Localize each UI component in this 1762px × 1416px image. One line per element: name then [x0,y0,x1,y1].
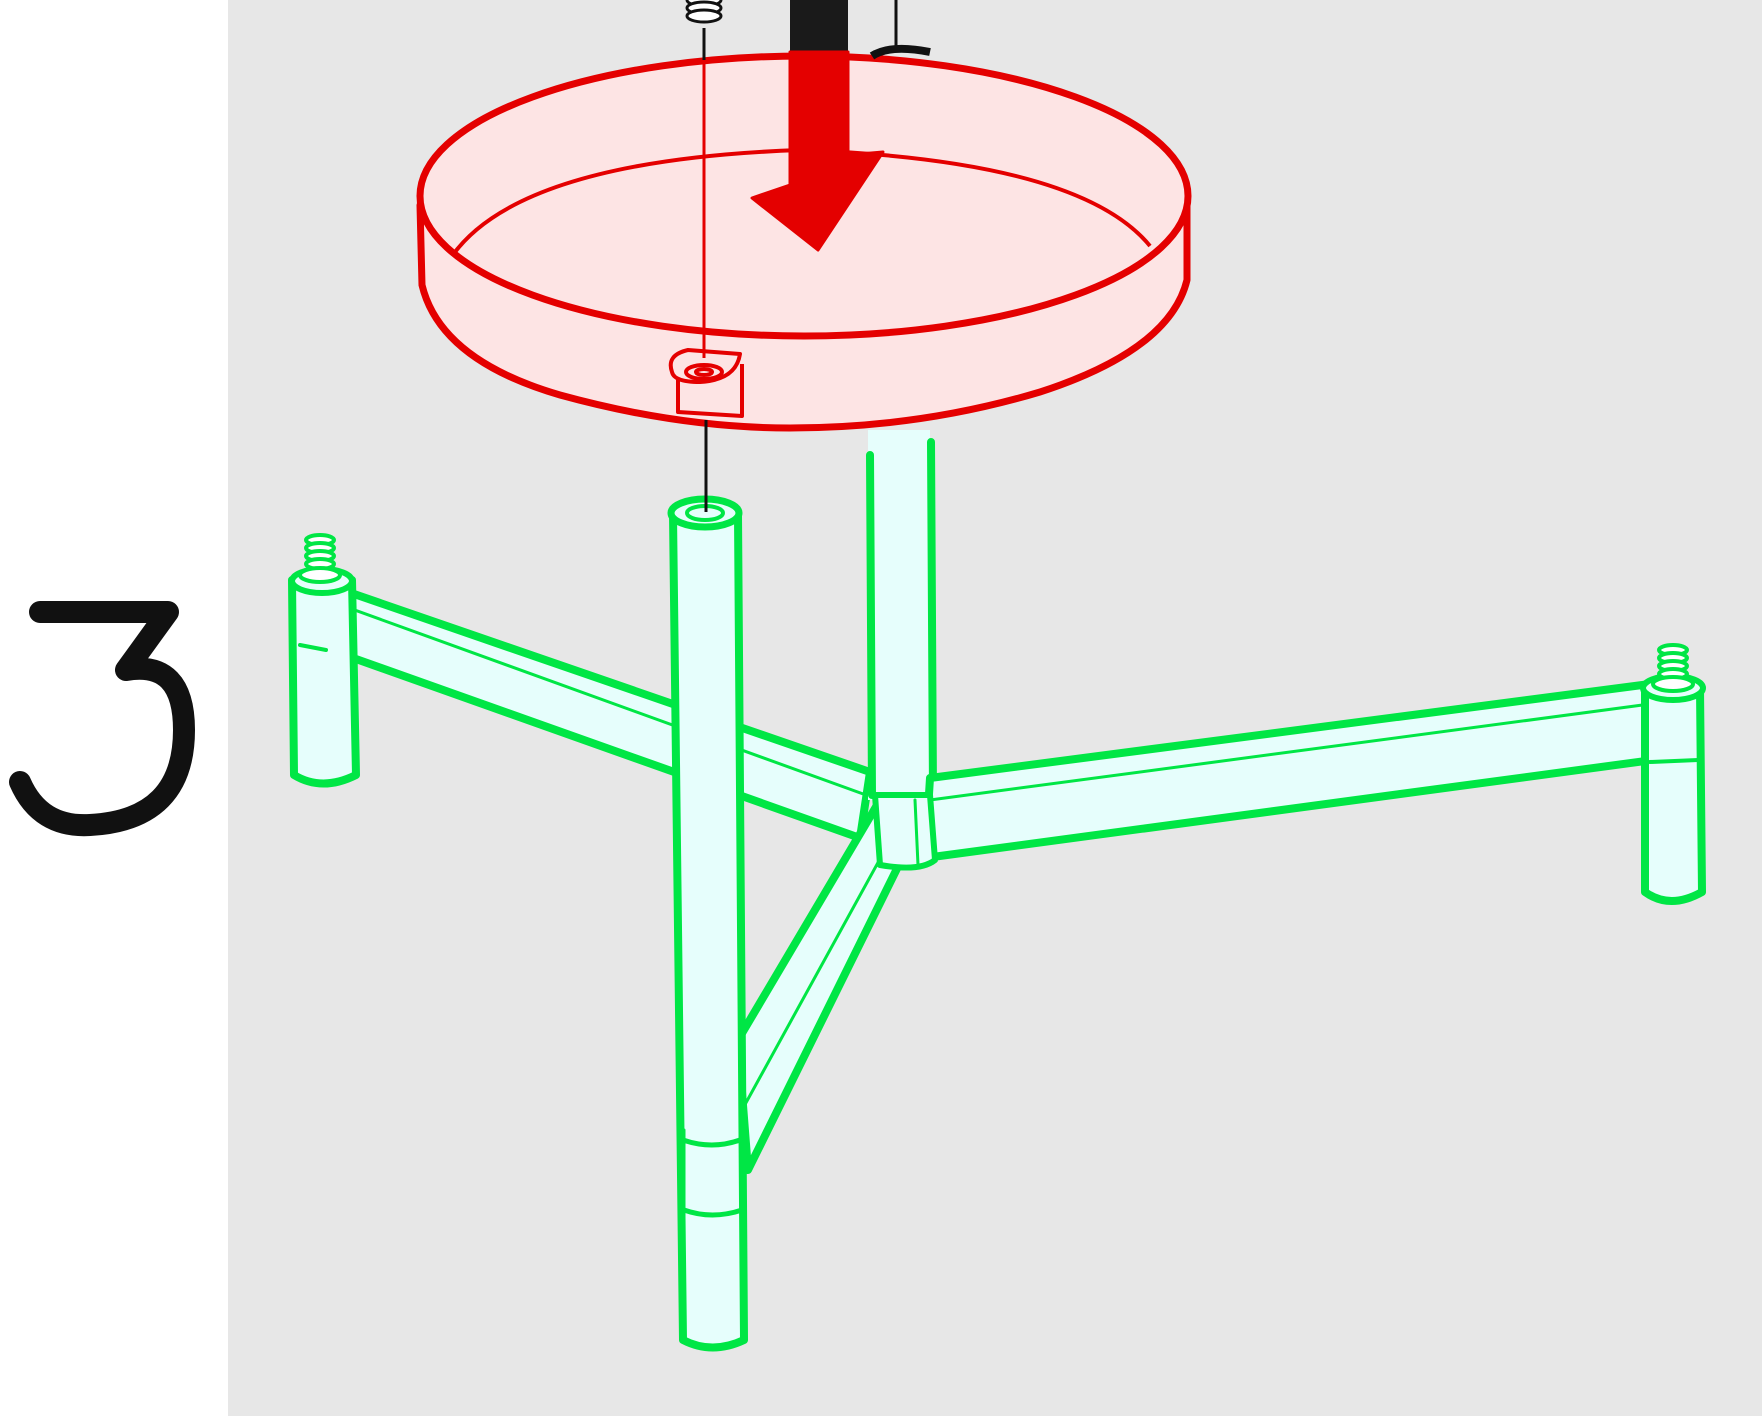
right-leg [1640,673,1706,905]
center-hub [872,792,938,871]
right-crossbar [921,680,1657,862]
left-leg-screw [298,533,342,584]
assembly-guide-lines [702,0,898,512]
left-crossbar [321,580,874,842]
seat-screw [685,0,723,24]
seat-bracket [668,348,744,418]
back-screw-head [869,44,931,60]
numeral-3-icon [9,601,195,837]
down-arrow-icon [750,0,885,252]
front-post [667,495,748,1352]
stool-assembly-illustration [288,0,1706,1352]
step-number: 3 [0,560,228,860]
back-post [866,430,937,800]
threaded-screw-icon [298,533,1695,693]
right-leg-screw [1651,643,1695,693]
illustration-panel [228,0,1762,1416]
stool-frame [288,430,1706,1352]
